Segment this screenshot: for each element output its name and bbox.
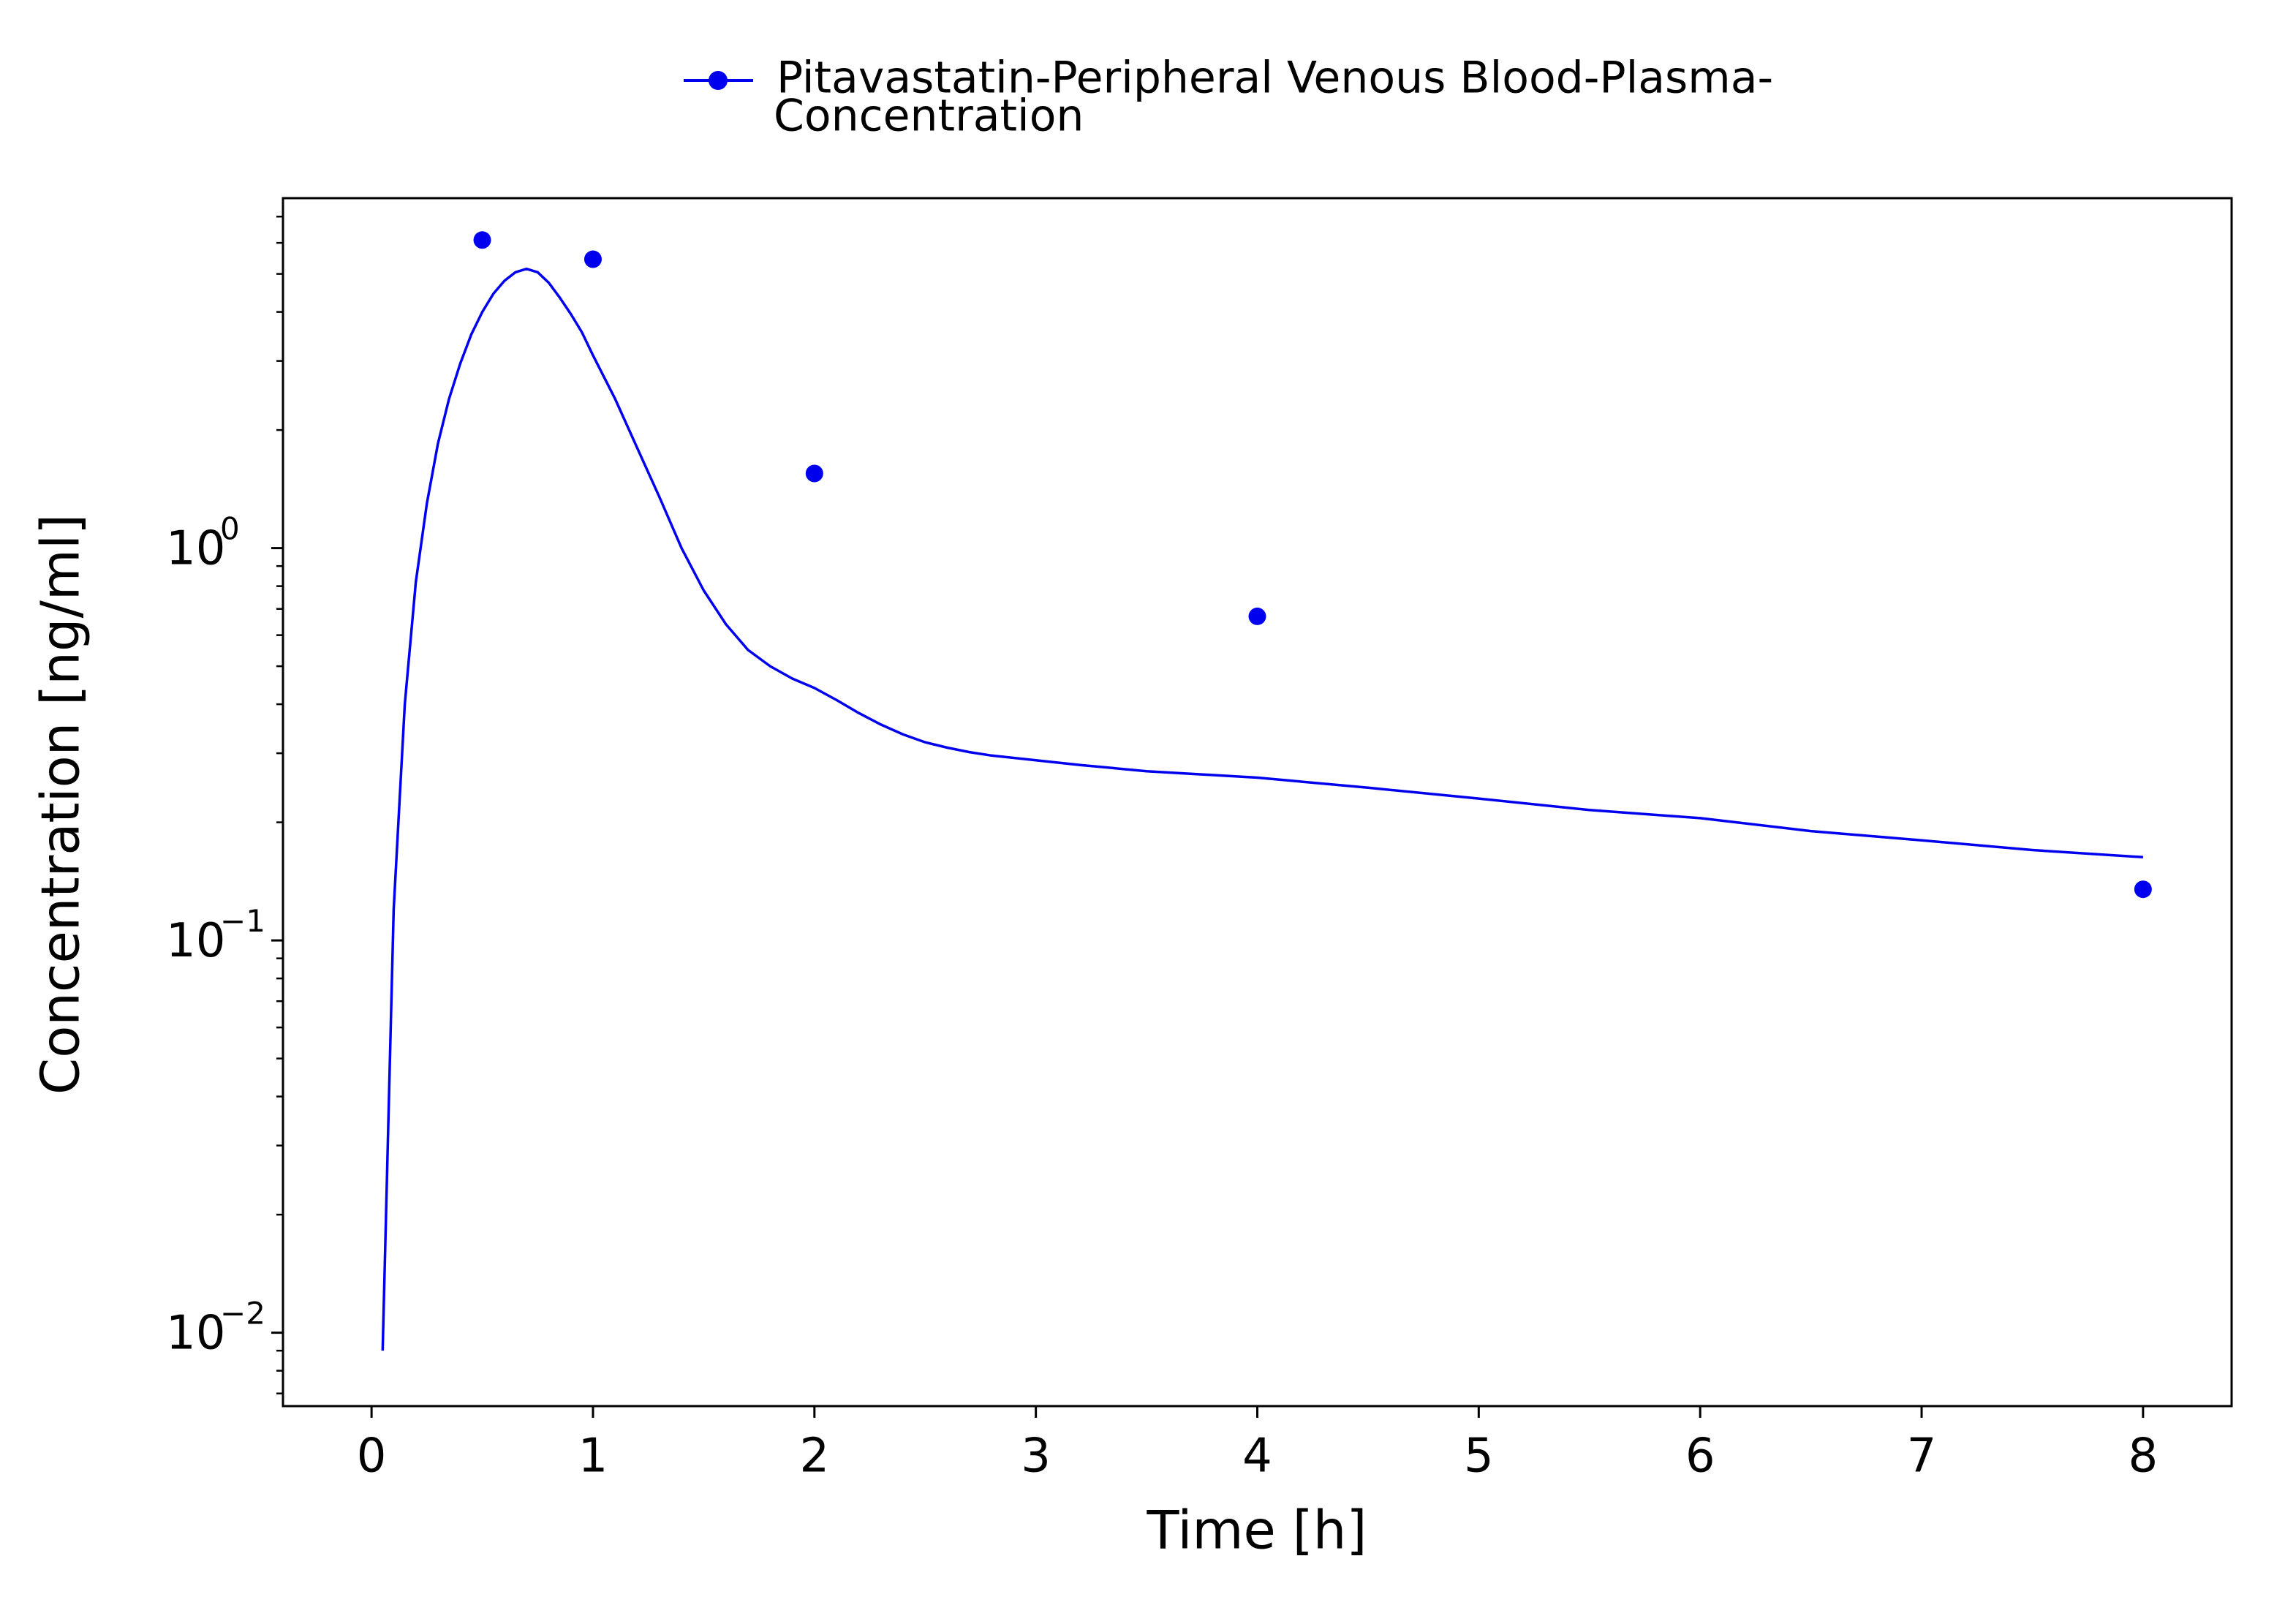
x-tick-label: 6 [1685,1430,1715,1484]
x-axis-label: Time [h] [1147,1500,1367,1561]
legend-label-line-1: Pitavastatin-Peripheral Venous Blood-Pla… [777,53,1773,104]
y-tick-label-exponent: 0 [220,511,240,547]
y-axis-label: Concentration [ng/ml] [30,514,91,1095]
legend: Pitavastatin-Peripheral Venous Blood-Pla… [684,53,1773,142]
observed-data-point [805,464,823,483]
observed-data-point [2134,880,2152,899]
x-tick-label: 8 [2129,1430,2159,1484]
x-tick-label: 0 [357,1430,387,1484]
simulation-line [381,267,2144,1351]
y-tick-label-base: 10 [166,522,225,576]
x-tick-label: 4 [1242,1430,1272,1484]
legend-marker-swatch [709,71,728,90]
series-layer [381,231,2152,1351]
legend-label-line-2: Concentration [774,91,1084,142]
observed-data-point [1248,607,1266,625]
y-tick-label-base: 10 [166,914,225,968]
plot-area-frame [282,197,2233,1408]
y-tick-label-exponent: −2 [220,1296,265,1332]
x-axis: 0 1 2 3 4 5 6 7 8 [357,1406,2158,1484]
x-tick-label: 3 [1021,1430,1051,1484]
observed-data-point [583,250,602,268]
x-tick-label: 7 [1907,1430,1937,1484]
y-tick-label-exponent: −1 [220,903,265,939]
x-tick-label: 5 [1464,1430,1494,1484]
observed-data-point [473,231,491,249]
x-tick-label: 1 [578,1430,608,1484]
y-tick-label-base: 10 [166,1307,225,1361]
x-tick-label: 2 [799,1430,829,1484]
